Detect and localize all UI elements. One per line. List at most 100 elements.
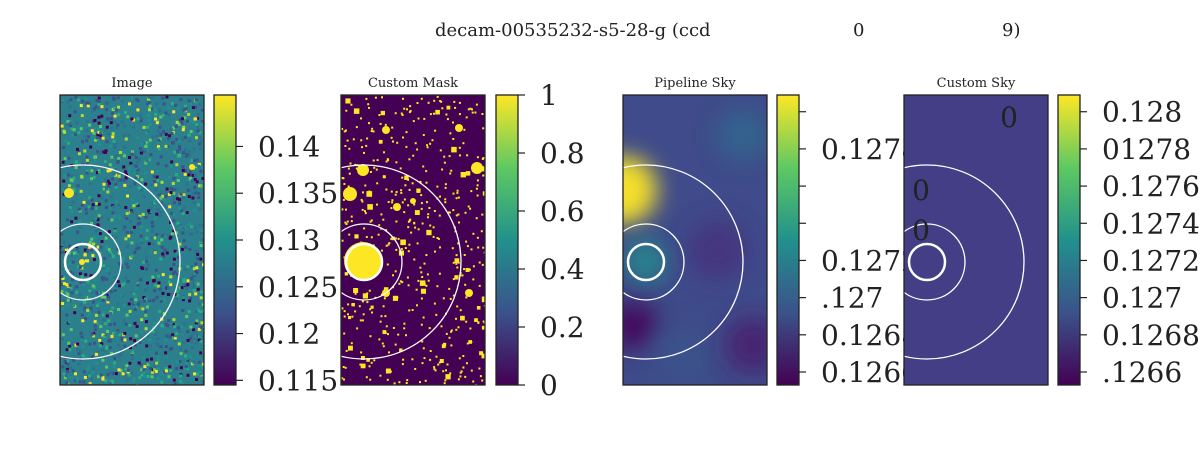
- image-pixel: [195, 180, 199, 184]
- image-pixel: [122, 259, 126, 263]
- image-pixel: [108, 346, 112, 350]
- image-pixel: [175, 120, 179, 124]
- image-pixel: [201, 160, 204, 164]
- image-pixel: [125, 231, 129, 235]
- mask-pixel: [441, 168, 444, 171]
- mask-pixel: [476, 194, 479, 197]
- image-pixel: [84, 211, 88, 215]
- image-pixel: [78, 209, 82, 213]
- image-pixel: [146, 114, 150, 117]
- image-pixel: [144, 216, 148, 219]
- image-pixel: [148, 158, 152, 162]
- image-pixel: [148, 338, 152, 342]
- image-pixel: [164, 355, 168, 359]
- image-pixel: [70, 127, 74, 131]
- image-pixel: [111, 111, 114, 115]
- mask-pixel: [450, 344, 453, 347]
- mask-pixel: [380, 110, 385, 116]
- image-pixel: [178, 118, 182, 122]
- image-pixel: [136, 117, 140, 121]
- image-pixel: [174, 322, 178, 326]
- image-pixel: [62, 145, 66, 149]
- mask-pixel: [427, 213, 430, 216]
- mask-pixel: [460, 370, 463, 373]
- mask-pixel: [406, 108, 408, 111]
- image-pixel: [143, 370, 147, 374]
- image-pixel: [145, 255, 149, 259]
- image-pixel: [104, 128, 108, 132]
- image-pixel: [199, 351, 203, 355]
- image-pixel: [88, 342, 92, 346]
- image-pixel: [196, 252, 200, 256]
- image-pixel: [188, 138, 192, 142]
- image-pixel: [114, 235, 118, 239]
- image-pixel: [85, 119, 89, 123]
- image-pixel: [164, 111, 168, 115]
- panel-custom-mask: Custom Mask 10.80.60.40.20: [340, 76, 585, 402]
- image-pixel: [114, 372, 118, 376]
- image-pixel: [169, 275, 173, 279]
- title-part-a: decam-00535232-s5-28-g (ccd: [435, 20, 711, 41]
- image-pixel: [130, 356, 134, 360]
- image-pixel: [104, 346, 108, 350]
- image-pixel: [148, 299, 152, 303]
- image-pixel: [198, 370, 202, 374]
- image-pixel: [189, 176, 193, 180]
- image-pixel: [163, 248, 167, 252]
- image-pixel: [150, 236, 154, 240]
- image-pixel: [69, 328, 73, 332]
- image-pixel: [161, 252, 165, 256]
- image-pixel: [152, 298, 156, 302]
- image-pixel: [71, 299, 75, 303]
- image-pixel: [186, 265, 190, 269]
- mask-pixel: [370, 219, 373, 222]
- image-pixel: [94, 138, 98, 142]
- image-pixel: [187, 153, 191, 157]
- image-pixel: [163, 195, 167, 199]
- image-pixel: [156, 377, 160, 380]
- image-pixel: [99, 134, 103, 138]
- image-pixel: [173, 337, 177, 341]
- image-pixel: [164, 190, 168, 194]
- image-pixel: [90, 291, 94, 295]
- image-pixel: [187, 133, 191, 137]
- image-pixel: [157, 138, 161, 142]
- mask-pixel: [417, 190, 420, 193]
- image-pixel: [72, 359, 76, 362]
- image-pixel: [130, 96, 134, 99]
- image-pixel: [200, 321, 204, 325]
- mask-pixel: [399, 167, 402, 170]
- mask-pixel: [420, 97, 423, 100]
- image-pixel: [104, 149, 108, 153]
- mask-pixel: [398, 282, 401, 285]
- mask-pixel: [436, 185, 439, 188]
- image-pixel: [94, 105, 98, 109]
- mask-pixel: [435, 109, 440, 115]
- image-pixel: [177, 255, 181, 259]
- image-pixel: [108, 339, 112, 343]
- image-pixel: [97, 194, 101, 198]
- image-pixel: [119, 369, 123, 373]
- image-pixel: [163, 370, 167, 374]
- mask-pixel: [347, 185, 350, 188]
- image-pixel: [75, 285, 79, 289]
- image-pixel: [191, 173, 195, 177]
- mask-pixel: [437, 237, 440, 240]
- image-pixel: [142, 368, 146, 372]
- image-pixel: [200, 231, 203, 235]
- image-pixel: [187, 173, 191, 177]
- image-pixel: [169, 220, 173, 224]
- image-pixel: [68, 205, 72, 209]
- image-pixel: [123, 133, 126, 137]
- image-pixel: [136, 171, 139, 174]
- image-pixel: [103, 295, 107, 299]
- image-pixel: [88, 382, 92, 385]
- mask-pixel: [444, 379, 447, 382]
- image-pixel: [90, 221, 93, 225]
- image-pixel: [196, 257, 200, 261]
- image-pixel: [104, 151, 107, 154]
- image-pixel: [182, 278, 186, 281]
- image-pixel: [190, 346, 194, 350]
- image-pixel: [109, 251, 113, 255]
- image-pixel: [69, 98, 73, 102]
